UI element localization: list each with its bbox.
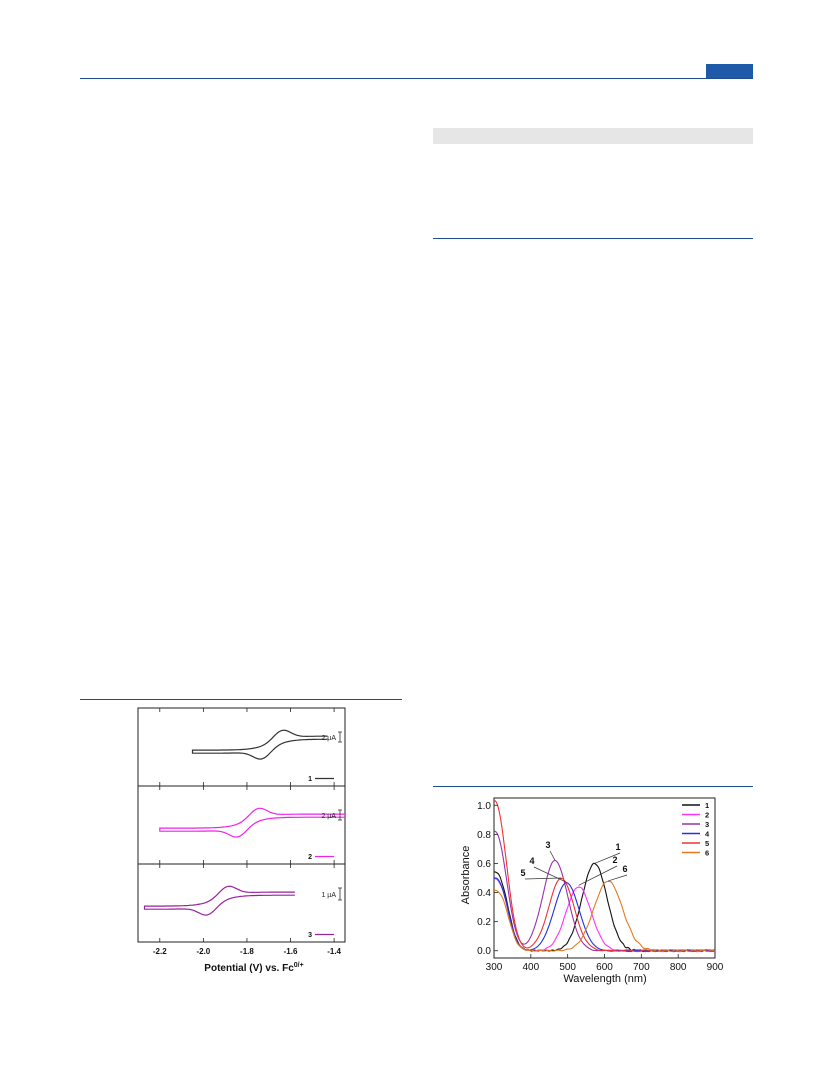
cv-panel-2 — [137, 785, 346, 865]
uvvis-x-tick-label: 400 — [522, 962, 539, 973]
uvvis-legend-label-2: 2 — [705, 811, 709, 820]
header-tab — [706, 64, 753, 78]
uvvis-y-tick-label: 0.2 — [477, 917, 491, 928]
cv-scale-label: 2 µA — [321, 813, 336, 820]
header-rule — [80, 78, 753, 79]
uvvis-annotation-label: 3 — [545, 840, 550, 850]
cv-figure: 2 µA 1 2 µA 2 1 µA 3 -2.2 -2.0 -1.8 -1.6 -1.4 Pot… — [120, 700, 360, 980]
figure-top-rule-left — [80, 699, 402, 700]
uvvis-legend-label-4: 4 — [705, 830, 710, 839]
uvvis-annotation-label: 2 — [612, 855, 617, 865]
uvvis-annotation-label: 1 — [615, 842, 620, 852]
uvvis-y-tick-label: 0.8 — [477, 830, 491, 841]
uvvis-annotation-leader — [533, 866, 567, 883]
uvvis-series-5 — [493, 800, 716, 953]
cv-chart: 2 µA 1 2 µA 2 1 µA 3 -2.2 -2.0 -1.8 -1.6 -1.4 Pot… — [137, 707, 346, 974]
uvvis-chart: 300 400 500 600 700 800 9000.00.20.40.60.81.0 … — [460, 797, 724, 985]
uvvis-y-tick-label: 0.6 — [477, 859, 491, 870]
uvvis-legend-label-6: 6 — [705, 849, 709, 858]
uvvis-x-tick-label: 500 — [559, 962, 576, 973]
cv-legend-label-2: 2 — [308, 854, 312, 861]
uvvis-series-2 — [493, 878, 716, 953]
uvvis-legend-label-5: 5 — [705, 839, 709, 848]
cv-panel-1 — [137, 707, 346, 787]
uvvis-y-tick-label: 0.0 — [477, 946, 491, 957]
cv-x-tick-label: -2.2 — [153, 947, 167, 956]
uvvis-series-6 — [493, 880, 716, 953]
uvvis-legend-label-3: 3 — [705, 820, 709, 829]
cv-trace-3 — [143, 885, 295, 916]
uvvis-annotation-leader — [549, 850, 556, 861]
cv-legend-label-1: 1 — [308, 776, 312, 783]
uvvis-annotation-leader — [524, 877, 562, 880]
uvvis-x-tick-label: 700 — [633, 962, 650, 973]
cv-x-axis-label: Potential (V) vs. Fc0/+ — [204, 962, 303, 974]
uvvis-annotation-label: 5 — [520, 868, 525, 878]
uvvis-y-tick-label: 0.4 — [477, 888, 491, 899]
uvvis-figure: 300 400 500 600 700 800 900 0.0 0.2 0.4 0.6 0.8 1.0 … — [455, 790, 730, 990]
uvvis-annotation-label: 6 — [622, 864, 627, 874]
uvvis-series-3 — [493, 830, 716, 953]
cv-x-tick-label: -1.4 — [327, 947, 341, 956]
uvvis-annotation-label: 4 — [529, 856, 534, 866]
figure-top-rule-right — [433, 786, 753, 787]
uvvis-annotation-leader — [608, 874, 628, 882]
uvvis-x-axis-label: Wavelength (nm) — [563, 973, 646, 985]
table-bottom-rule — [433, 238, 753, 239]
cv-legend-label-3: 3 — [308, 932, 312, 939]
uvvis-series-1 — [493, 862, 716, 953]
cv-panel-3 — [137, 863, 346, 943]
uvvis-annotation-leader — [578, 865, 618, 886]
uvvis-x-tick-label: 300 — [486, 962, 503, 973]
cv-x-tick-label: -1.8 — [240, 947, 254, 956]
uvvis-y-tick-label: 1.0 — [477, 801, 491, 812]
cv-scale-label: 2 µA — [321, 735, 336, 742]
cv-trace-2 — [159, 807, 345, 838]
cv-trace-1 — [191, 729, 328, 760]
uvvis-x-tick-label: 800 — [670, 962, 687, 973]
uvvis-legend-label-1: 1 — [705, 801, 709, 810]
uvvis-plot-frame — [493, 797, 716, 959]
cv-x-tick-label: -2.0 — [196, 947, 210, 956]
cv-scale-label: 1 µA — [321, 892, 336, 899]
uvvis-y-axis-label: Absorbance — [460, 846, 472, 905]
uvvis-annotation-leader — [594, 852, 621, 864]
table-header-bar — [433, 128, 753, 144]
uvvis-x-tick-label: 900 — [707, 962, 724, 973]
uvvis-x-tick-label: 600 — [596, 962, 613, 973]
cv-x-tick-label: -1.6 — [284, 947, 298, 956]
